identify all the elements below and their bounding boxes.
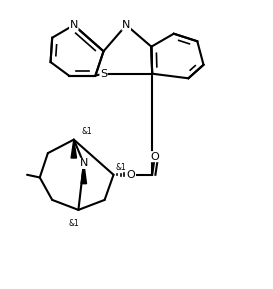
Text: N: N <box>70 20 78 30</box>
Text: &1: &1 <box>116 163 126 172</box>
Text: O: O <box>150 152 159 162</box>
Text: &1: &1 <box>81 127 92 136</box>
Text: N: N <box>80 158 88 168</box>
Polygon shape <box>81 163 87 184</box>
Text: S: S <box>100 69 107 79</box>
Polygon shape <box>71 140 76 158</box>
Text: N: N <box>122 20 130 30</box>
Text: O: O <box>127 170 135 180</box>
Text: &1: &1 <box>69 218 80 227</box>
